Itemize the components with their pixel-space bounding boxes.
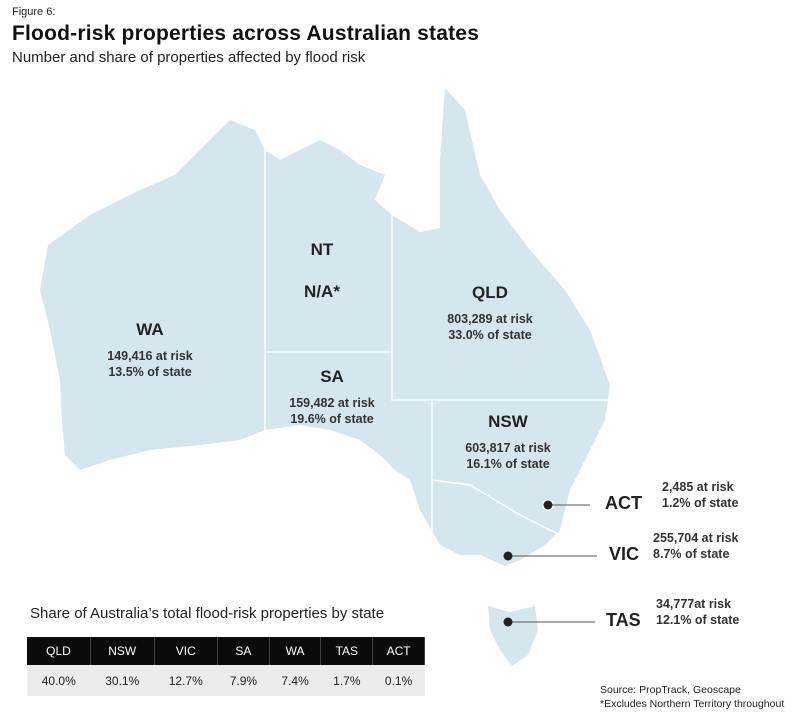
state-share: 19.6% of state	[290, 412, 374, 426]
at-risk-count: 255,704 at risk	[653, 531, 739, 545]
chart-subtitle: Number and share of properties affected …	[12, 49, 366, 66]
at-risk-count: 159,482 at risk	[289, 396, 375, 410]
header-cell: NSW	[90, 637, 155, 665]
state-share: 33.0% of state	[448, 328, 532, 342]
nt-label: NT N/A*	[304, 240, 340, 302]
act-marker	[543, 500, 553, 510]
state-name: QLD	[472, 283, 508, 302]
source-text: Source: PropTrack, Geoscape	[600, 684, 741, 696]
value-cell: 1.7%	[320, 665, 373, 696]
share-table-header: QLD NSW VIC SA WA TAS ACT	[27, 637, 425, 665]
source-note: Source: PropTrack, Geoscape *Excludes No…	[600, 683, 784, 711]
at-risk-count: 803,289 at risk	[447, 312, 533, 326]
state-share: 8.7% of state	[653, 547, 730, 561]
mainland-outline	[40, 88, 610, 566]
nsw-label: NSW 603,817 at risk 16.1% of state	[465, 412, 551, 472]
state-share: 16.1% of state	[466, 457, 550, 471]
value-cell: 7.4%	[269, 665, 321, 696]
header-cell: SA	[217, 637, 270, 665]
value-cell: 7.9%	[217, 665, 270, 696]
at-risk-count: 2,485 at risk	[662, 480, 734, 494]
state-share: 13.5% of state	[108, 365, 192, 379]
value-cell: 0.1%	[372, 665, 425, 696]
header-cell: TAS	[320, 637, 374, 665]
state-name: SA	[320, 367, 344, 386]
header-cell: ACT	[372, 637, 425, 665]
leader-lines	[508, 504, 597, 623]
value-cell: 40.0%	[27, 665, 91, 696]
state-share: 12.1% of state	[656, 613, 740, 627]
state-name: ACT	[605, 493, 642, 513]
header-cell: WA	[269, 637, 322, 665]
share-table-title: Share of Australia’s total flood-risk pr…	[30, 605, 385, 622]
tasmania-outline	[488, 606, 538, 666]
figure-label: Figure 6:	[12, 6, 56, 18]
vic-marker	[503, 551, 513, 561]
share-table: QLD NSW VIC SA WA TAS ACT 40.0% 30.1% 12.7% 7.9% 7…	[27, 637, 425, 696]
tas-marker	[503, 617, 513, 627]
wa-label: WA 149,416 at risk 13.5% of state	[107, 320, 193, 380]
footnote-text: *Excludes Northern Territory throughout	[600, 698, 785, 710]
qld-label: QLD 803,289 at risk 33.0% of state	[447, 283, 533, 343]
value-cell: 12.7%	[154, 665, 218, 696]
share-table-row: 40.0% 30.1% 12.7% 7.9% 7.4% 1.7% 0.1%	[27, 665, 425, 696]
state-value: N/A*	[304, 282, 340, 301]
at-risk-count: 34,777at risk	[656, 597, 732, 611]
state-name: NSW	[488, 412, 528, 431]
state-share: 1.2% of state	[662, 496, 739, 510]
state-name: WA	[136, 320, 164, 339]
at-risk-count: 149,416 at risk	[107, 349, 193, 363]
sa-label: SA 159,482 at risk 19.6% of state	[289, 367, 375, 427]
header-cell: VIC	[154, 637, 218, 665]
state-name: TAS	[606, 610, 641, 630]
value-cell: 30.1%	[90, 665, 154, 696]
state-name: VIC	[609, 544, 640, 564]
state-name: NT	[310, 240, 334, 259]
header-cell: QLD	[27, 637, 91, 665]
chart-title: Flood-risk properties across Australian …	[12, 22, 480, 45]
at-risk-count: 603,817 at risk	[465, 441, 551, 455]
